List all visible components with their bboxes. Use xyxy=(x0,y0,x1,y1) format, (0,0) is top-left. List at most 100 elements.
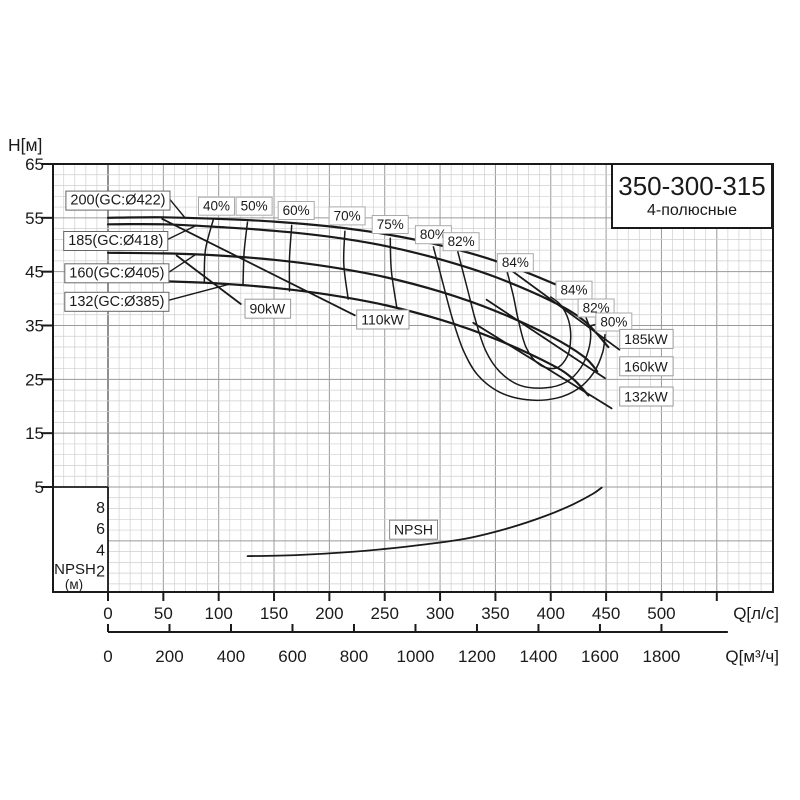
x-axis-secondary: 0 200 400 600 800 1000 1200 1400 1600 1800 Q[м³/ч] xyxy=(103,624,779,666)
npsh-axis-unit: (м) xyxy=(65,577,83,592)
efficiency-label-1-box xyxy=(235,196,273,216)
x-tick-label: 50 xyxy=(154,604,173,623)
npsh-panel-bg xyxy=(54,486,108,592)
efficiency-label-4-text: 75% xyxy=(377,217,404,232)
y-axis-head: H[м]65 55 45 35 25 15 5 xyxy=(8,135,53,497)
efficiency-label-6-box xyxy=(442,232,480,252)
power-label-110kW-box xyxy=(356,309,410,330)
chart-title-box: 350-300-315 4-полюсные xyxy=(611,163,773,229)
x2-tick-label: 1800 xyxy=(643,647,681,666)
impeller-label-1-text: 200(GC:Ø422) xyxy=(70,193,165,209)
power-label-160kW-text: 160kW xyxy=(624,358,668,374)
y-tick-label: 65 xyxy=(25,155,44,174)
power-label-132kW-box xyxy=(619,386,674,407)
efficiency-line-50 xyxy=(242,221,249,286)
efficiency-label-4-box xyxy=(371,215,409,234)
efficiency-line-40 xyxy=(203,219,214,284)
plot-frame xyxy=(52,163,774,593)
npsh-tick-label: 4 xyxy=(96,542,105,559)
npsh-label-box xyxy=(389,519,439,540)
x-tick-label: 0 xyxy=(103,604,112,623)
x2-tick-label: 600 xyxy=(278,647,306,666)
y-tick-label: 55 xyxy=(25,209,44,228)
x2-tick-label: 200 xyxy=(155,647,183,666)
impeller-label-2-text: 185(GC:Ø418) xyxy=(68,233,163,249)
head-curve-4 xyxy=(106,279,590,397)
efficiency-line-75 xyxy=(389,237,398,310)
efficiency-label-10-box xyxy=(595,312,633,332)
impeller-label-4-text: 132(GC:Ø385) xyxy=(69,294,164,310)
leader-lines xyxy=(166,199,601,327)
impeller-label-4-box xyxy=(64,291,170,312)
x2-tick-label: 1200 xyxy=(458,647,496,666)
y-tick-label: 25 xyxy=(25,370,44,389)
x2-tick-label: 1400 xyxy=(520,647,558,666)
efficiency-line-82 xyxy=(457,250,592,389)
line xyxy=(166,224,197,241)
npsh-tick-label: 8 xyxy=(96,500,105,517)
efficiency-label-8-text: 84% xyxy=(560,283,587,298)
x-tick-label: 300 xyxy=(426,604,454,623)
npsh-curve xyxy=(246,486,603,557)
power-label-90kW-text: 90kW xyxy=(249,301,286,317)
line xyxy=(168,283,230,301)
x-tick-label: 400 xyxy=(537,604,565,623)
x-tick-label: 100 xyxy=(205,604,233,623)
x2-tick-label: 400 xyxy=(217,647,245,666)
x2-axis-title: Q[м³/ч] xyxy=(725,647,779,666)
power-label-110kW-text: 110kW xyxy=(361,311,404,327)
x-axis-primary: 0 50 100 150 200 250 300 350 400 450 500 Q[л/с] xyxy=(103,592,779,623)
power-label-90kW-box xyxy=(244,298,292,319)
x-tick-label: 450 xyxy=(592,604,620,623)
x2-tick-label: 1600 xyxy=(581,647,619,666)
pole-count-label: 4-полюсные xyxy=(646,202,737,219)
efficiency-label-1-text: 50% xyxy=(241,199,268,214)
x-tick-label: 250 xyxy=(371,604,399,623)
power-line-160kW xyxy=(485,298,606,380)
power-line-110kW xyxy=(161,218,356,317)
power-line-90kW xyxy=(175,254,242,305)
power-label-160kW-box xyxy=(619,356,674,377)
grid xyxy=(53,164,773,592)
npsh-axis-title: NPSH xyxy=(54,561,96,578)
head-curve-3 xyxy=(106,251,599,373)
x2-tick-label: 1000 xyxy=(397,647,435,666)
npsh-tick-label: 6 xyxy=(96,521,105,538)
power-label-185kW-box xyxy=(619,328,674,349)
efficiency-label-10-text: 80% xyxy=(600,314,627,329)
x-tick-label: 150 xyxy=(260,604,288,623)
npsh-curve-path xyxy=(246,486,603,557)
efficiency-label-8-box xyxy=(555,280,593,300)
y-tick-label: 15 xyxy=(25,424,44,443)
efficiency-label-7-box xyxy=(496,253,534,273)
x2-tick-label: 800 xyxy=(340,647,368,666)
efficiency-line-60 xyxy=(288,224,293,292)
y-tick-label: 5 xyxy=(35,478,44,497)
efficiency-label-2-text: 60% xyxy=(283,203,310,218)
npsh-label-text: NPSH xyxy=(394,522,433,538)
impeller-label-1-box xyxy=(65,190,171,211)
efficiency-label-9-text: 82% xyxy=(583,300,610,315)
y-tick-label: 35 xyxy=(25,316,44,335)
efficiency-label-6-text: 82% xyxy=(448,234,475,249)
efficiency-label-3-box xyxy=(328,206,366,226)
npsh-axis-panel xyxy=(53,486,109,592)
pump-model: 350-300-315 xyxy=(618,171,766,201)
impeller-label-3-text: 160(GC:Ø405) xyxy=(69,265,164,281)
efficiency-line-70 xyxy=(342,230,349,300)
y-tick-label: 45 xyxy=(25,263,44,282)
efficiency-label-5-text: 80% xyxy=(420,227,447,242)
line xyxy=(168,253,197,273)
plot-border xyxy=(52,163,774,593)
x-tick-label: 200 xyxy=(315,604,343,623)
line xyxy=(169,199,187,219)
efficiency-label-3-text: 70% xyxy=(334,208,361,223)
curve-labels: 200(GC:Ø422) 185(GC:Ø418) 160(GC:Ø405) 132(… xyxy=(63,190,674,540)
impeller-label-3-box xyxy=(64,263,170,284)
efficiency-label-7-text: 84% xyxy=(502,255,529,270)
power-label-132kW-text: 132kW xyxy=(624,388,668,404)
head-curve-2 xyxy=(106,222,610,349)
